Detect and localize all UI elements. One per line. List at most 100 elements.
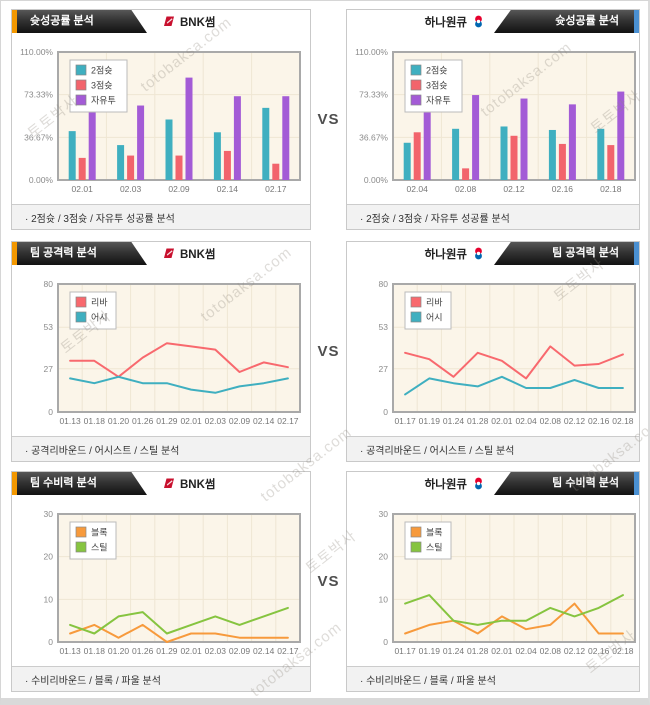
- svg-text:3점슛: 3점슛: [426, 80, 448, 91]
- chart-area: 0 27 53 80 01.17 01.19 01.24 01.28 02.01 02.04 02.…: [347, 265, 639, 436]
- svg-text:02.09: 02.09: [229, 416, 251, 426]
- svg-text:27: 27: [379, 364, 389, 374]
- svg-text:2점슛: 2점슛: [426, 65, 448, 76]
- card-header: 하나원큐 팀 수비력 분석: [347, 472, 639, 495]
- blue-accent-bar: [634, 10, 639, 33]
- svg-text:02.04: 02.04: [515, 646, 537, 656]
- svg-text:01.13: 01.13: [59, 646, 81, 656]
- svg-text:73.33%: 73.33%: [359, 90, 388, 100]
- caption-text: · 공격리바운드 / 어시스트 / 스틸 분석: [25, 445, 180, 457]
- svg-text:01.24: 01.24: [443, 646, 465, 656]
- bnk-team-logo-icon: [164, 16, 174, 26]
- card-header: 슛성공률 분석 BNK썸: [12, 10, 310, 33]
- svg-text:리바: 리바: [91, 298, 108, 308]
- analysis-tab-label: 팀 수비력 분석: [552, 477, 619, 489]
- svg-text:02.14: 02.14: [217, 184, 239, 194]
- svg-text:02.03: 02.03: [205, 416, 227, 426]
- svg-text:01.24: 01.24: [443, 416, 465, 426]
- analysis-tab-label: 팀 공격력 분석: [30, 247, 97, 259]
- svg-text:3점슛: 3점슛: [91, 80, 113, 91]
- caption-bar: · 수비리바운드 / 블록 / 파울 분석: [12, 666, 310, 691]
- svg-text:30: 30: [44, 509, 54, 519]
- caption-bar: · 공격리바운드 / 어시스트 / 스틸 분석: [12, 436, 310, 461]
- caption-bar: · 수비리바운드 / 블록 / 파울 분석: [347, 666, 639, 691]
- attack-card-right: 하나원큐 팀 공격력 분석 0 27 53 80 01.17 01.19 01.24 01.2…: [346, 241, 640, 462]
- card-header: 하나원큐 슛성공률 분석: [347, 10, 639, 33]
- svg-text:02.12: 02.12: [564, 416, 586, 426]
- svg-text:20: 20: [44, 552, 54, 562]
- svg-text:02.08: 02.08: [540, 416, 562, 426]
- analysis-tab: 슛성공률 분석: [494, 10, 634, 33]
- svg-text:10: 10: [44, 594, 54, 604]
- svg-text:02.04: 02.04: [407, 184, 429, 194]
- svg-text:02.17: 02.17: [277, 646, 299, 656]
- svg-text:80: 80: [379, 279, 389, 289]
- svg-text:01.18: 01.18: [84, 416, 106, 426]
- svg-text:스틸: 스틸: [426, 543, 443, 553]
- svg-text:27: 27: [44, 364, 54, 374]
- svg-text:02.16: 02.16: [552, 184, 574, 194]
- defense-card-left: 팀 수비력 분석 BNK썸 0 10 20 30 01.13 01.18 01.20 01.2…: [11, 471, 311, 692]
- vs-label: VS: [317, 573, 340, 590]
- svg-text:01.18: 01.18: [84, 646, 106, 656]
- caption-text: · 수비리바운드 / 블록 / 파울 분석: [360, 675, 496, 687]
- svg-text:36.67%: 36.67%: [24, 132, 53, 142]
- orange-accent-bar: [12, 242, 17, 265]
- svg-text:스틸: 스틸: [91, 543, 108, 553]
- vs-separator: VS: [311, 471, 346, 692]
- svg-text:80: 80: [44, 279, 54, 289]
- chart-area: 0.00% 36.67% 73.33% 110.00% 02.04 02.08 02.12 0…: [347, 33, 639, 204]
- svg-text:02.14: 02.14: [253, 416, 275, 426]
- team-right-header: 하나원큐: [425, 242, 485, 265]
- svg-text:30: 30: [379, 509, 389, 519]
- caption-bar: · 2점슛 / 3점슛 / 자유투 성공률 분석: [347, 204, 639, 229]
- svg-text:01.17: 01.17: [394, 416, 416, 426]
- team-left-header: BNK썸: [162, 242, 216, 265]
- svg-text:0.00%: 0.00%: [29, 175, 54, 185]
- svg-text:01.19: 01.19: [419, 646, 441, 656]
- shot-success-row: 슛성공률 분석 BNK썸 0.00% 36.67% 73.33% 110.00% 02.…: [11, 9, 640, 230]
- orange-accent-bar: [12, 10, 17, 33]
- svg-text:자유투: 자유투: [426, 96, 451, 106]
- svg-text:02.01: 02.01: [180, 416, 202, 426]
- svg-text:어시: 어시: [426, 313, 443, 323]
- shot-success-card-left: 슛성공률 분석 BNK썸 0.00% 36.67% 73.33% 110.00% 02.…: [11, 9, 311, 230]
- svg-text:01.20: 01.20: [108, 646, 130, 656]
- svg-text:01.20: 01.20: [108, 416, 130, 426]
- analysis-tab: 슛성공률 분석: [17, 10, 147, 33]
- svg-text:02.18: 02.18: [600, 184, 622, 194]
- orange-accent-bar: [12, 472, 17, 495]
- svg-text:01.26: 01.26: [132, 416, 154, 426]
- svg-text:02.16: 02.16: [588, 416, 610, 426]
- analysis-tab: 팀 수비력 분석: [17, 472, 147, 495]
- svg-text:어시: 어시: [91, 313, 108, 323]
- caption-text: · 공격리바운드 / 어시스트 / 스틸 분석: [360, 445, 515, 457]
- vs-separator: VS: [311, 9, 346, 230]
- team-right-name: 하나원큐: [424, 248, 467, 261]
- team-left-name: BNK썸: [180, 16, 216, 29]
- hana-team-logo-icon: [475, 247, 482, 260]
- analysis-tab-label: 슛성공률 분석: [555, 15, 619, 27]
- attack-card-left: 팀 공격력 분석 BNK썸 0 27 53 80 01.13 01.18 01.20 01.2…: [11, 241, 311, 462]
- svg-text:블록: 블록: [91, 528, 108, 538]
- analysis-tab-label: 슛성공률 분석: [30, 15, 94, 27]
- chart-area: 0.00% 36.67% 73.33% 110.00% 02.01 02.03 02.09 0…: [12, 33, 310, 204]
- svg-text:01.29: 01.29: [156, 646, 178, 656]
- blue-accent-bar: [634, 472, 639, 495]
- svg-text:0: 0: [383, 637, 388, 647]
- svg-text:02.17: 02.17: [265, 184, 287, 194]
- caption-bar: · 공격리바운드 / 어시스트 / 스틸 분석: [347, 436, 639, 461]
- svg-text:01.28: 01.28: [467, 416, 489, 426]
- svg-text:02.17: 02.17: [277, 416, 299, 426]
- svg-text:02.03: 02.03: [205, 646, 227, 656]
- svg-text:02.18: 02.18: [612, 646, 634, 656]
- bar-chart-canvas: 0.00% 36.67% 73.33% 110.00% 02.04 02.08 02.12 0…: [353, 45, 636, 197]
- analysis-tab: 팀 공격력 분석: [17, 242, 147, 265]
- svg-text:02.12: 02.12: [503, 184, 525, 194]
- svg-text:110.00%: 110.00%: [20, 47, 53, 57]
- svg-text:02.01: 02.01: [491, 646, 513, 656]
- hana-team-logo-icon: [475, 477, 482, 490]
- line-chart-canvas: 0 27 53 80 01.13 01.18 01.20 01.26 01.29 02.01 02.…: [18, 277, 305, 429]
- vs-label: VS: [317, 343, 340, 360]
- svg-text:10: 10: [379, 594, 389, 604]
